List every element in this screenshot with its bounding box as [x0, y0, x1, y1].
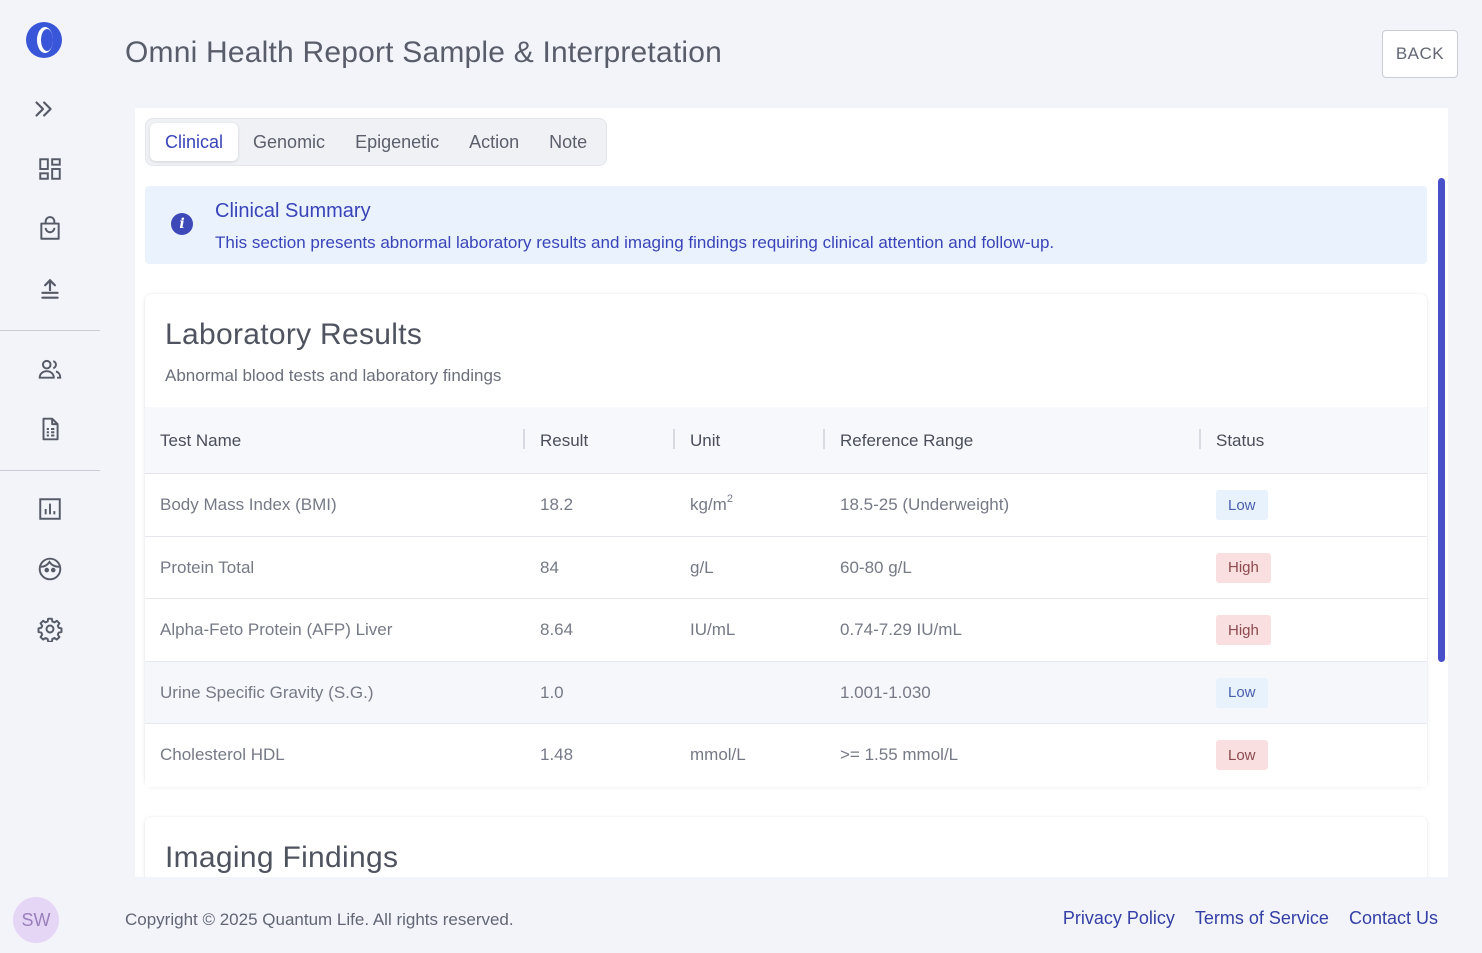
table-row[interactable]: Body Mass Index (BMI) 18.2 kg/m 2 18.5-25… — [145, 474, 1427, 537]
cell-test-name: Body Mass Index (BMI) — [160, 495, 337, 514]
cell-status: Low — [1216, 662, 1268, 724]
cell-result: 1.48 — [540, 745, 574, 764]
footer-links: Privacy Policy Terms of Service Contact … — [1063, 908, 1438, 929]
cell-reference-range: 18.5-25 (Underweight) — [840, 495, 1010, 514]
sidebar-item-settings[interactable] — [30, 609, 70, 649]
privacy-policy-link[interactable]: Privacy Policy — [1062, 908, 1175, 928]
cell-test-name: Cholesterol HDL — [160, 745, 285, 764]
expand-sidebar-button[interactable] — [23, 89, 63, 129]
upload-icon — [41, 278, 59, 299]
sidebar-item-reports[interactable] — [30, 409, 70, 449]
gear-icon — [37, 617, 63, 642]
app-logo-icon[interactable] — [24, 20, 64, 60]
report-document-icon — [42, 417, 59, 441]
sidebar-divider — [0, 330, 100, 331]
cell-status: Low — [1216, 724, 1268, 786]
cell-status: High — [1216, 599, 1271, 661]
cell-reference-range: 60-80 g/L — [840, 557, 912, 577]
cell-unit: g/L — [690, 557, 714, 577]
table-row[interactable]: Alpha-Feto Protein (AFP) Liver 8.64 IU/m… — [145, 599, 1427, 662]
chevron-double-right-icon — [35, 101, 52, 117]
cell-result: 8.64 — [540, 620, 574, 639]
report-tabs: Clinical Genomic Epigenetic Action Note — [145, 118, 608, 166]
face-icon — [38, 557, 62, 581]
column-resize-handle[interactable] — [523, 429, 525, 449]
status-badge: High — [1216, 552, 1271, 583]
sidebar: SW — [0, 0, 100, 953]
panel-scrollbar[interactable] — [1438, 178, 1445, 662]
summary-title: Clinical Summary — [215, 200, 371, 222]
summary-text: This section presents abnormal laborator… — [215, 233, 1055, 252]
column-header-status[interactable]: Status — [1216, 430, 1265, 450]
sidebar-item-profile[interactable] — [30, 549, 70, 589]
imaging-findings-card: Imaging Findings — [145, 817, 1427, 877]
cell-unit: mmol/L — [690, 745, 746, 764]
avatar[interactable]: SW — [13, 897, 59, 943]
contact-us-link[interactable]: Contact Us — [1348, 908, 1438, 928]
tab-action[interactable]: Action — [469, 131, 520, 152]
tab-note[interactable]: Note — [549, 131, 588, 152]
avatar-initials: SW — [21, 909, 51, 930]
cell-result: 1.0 — [540, 682, 564, 702]
sidebar-item-shop[interactable] — [30, 209, 70, 249]
column-resize-handle[interactable] — [673, 429, 675, 449]
table-row[interactable]: Cholesterol HDL 1.48 mmol/L >= 1.55 mmol… — [145, 724, 1427, 787]
terms-of-service-link[interactable]: Terms of Service — [1194, 908, 1329, 928]
tab-genomic[interactable]: Genomic — [253, 131, 326, 152]
tab-clinical[interactable]: Clinical — [150, 123, 239, 161]
column-header-test-name[interactable]: Test Name — [160, 430, 242, 450]
column-header-reference-range[interactable]: Reference Range — [840, 430, 974, 450]
table-header: Test Name Result Unit Reference Range St… — [145, 407, 1427, 474]
column-resize-handle[interactable] — [823, 429, 825, 449]
column-header-unit[interactable]: Unit — [690, 430, 721, 450]
copyright-text: Copyright © 2025 Quantum Life. All right… — [125, 910, 514, 929]
cell-reference-range: 0.74-7.29 IU/mL — [840, 620, 962, 639]
column-resize-handle[interactable] — [1199, 429, 1201, 449]
status-badge: Low — [1216, 490, 1268, 520]
report-panel: Clinical Genomic Epigenetic Action Note … — [135, 108, 1448, 877]
status-badge: Low — [1216, 740, 1268, 770]
dashboard-icon — [39, 158, 61, 180]
shopping-bag-icon — [40, 216, 60, 240]
page-title: Omni Health Report Sample & Interpretati… — [125, 36, 723, 69]
cell-reference-range: >= 1.55 mmol/L — [840, 745, 959, 764]
cell-status: High — [1216, 537, 1271, 599]
tab-epigenetic[interactable]: Epigenetic — [355, 131, 440, 152]
status-badge: Low — [1216, 677, 1268, 708]
imaging-findings-title: Imaging Findings — [165, 841, 399, 874]
cell-test-name: Protein Total — [160, 557, 255, 577]
cell-result: 18.2 — [540, 495, 574, 514]
sidebar-item-analytics[interactable] — [30, 489, 70, 529]
bar-chart-icon — [39, 498, 61, 520]
table-row[interactable]: Protein Total 84 g/L 60-80 g/L High — [145, 536, 1427, 599]
cell-result: 84 — [540, 557, 559, 577]
sidebar-divider — [0, 470, 100, 471]
table-row[interactable]: Urine Specific Gravity (S.G.) 1.0 1.001-… — [145, 661, 1427, 724]
cell-test-name: Urine Specific Gravity (S.G.) — [160, 682, 374, 702]
cell-status: Low — [1216, 474, 1268, 536]
users-icon — [38, 359, 62, 379]
cell-reference-range: 1.001-1.030 — [840, 682, 931, 702]
cell-unit: kg/m 2 — [690, 493, 733, 515]
lab-results-subtitle: Abnormal blood tests and laboratory find… — [165, 366, 502, 385]
cell-unit: IU/mL — [690, 620, 736, 639]
cell-test-name: Alpha-Feto Protein (AFP) Liver — [160, 620, 393, 639]
lab-results-table: Test Name Result Unit Reference Range St… — [145, 407, 1427, 787]
back-button[interactable]: BACK — [1382, 30, 1458, 78]
sidebar-item-users[interactable] — [30, 349, 70, 389]
sidebar-item-upload[interactable] — [30, 269, 70, 309]
status-badge: High — [1216, 615, 1271, 645]
column-header-result[interactable]: Result — [540, 430, 589, 450]
laboratory-results-card: Laboratory Results Abnormal blood tests … — [145, 294, 1427, 787]
sidebar-item-dashboard[interactable] — [30, 149, 70, 189]
info-icon: i — [171, 213, 193, 235]
clinical-summary-alert: i Clinical Summary This section presents… — [145, 186, 1427, 264]
lab-results-title: Laboratory Results — [165, 318, 423, 351]
